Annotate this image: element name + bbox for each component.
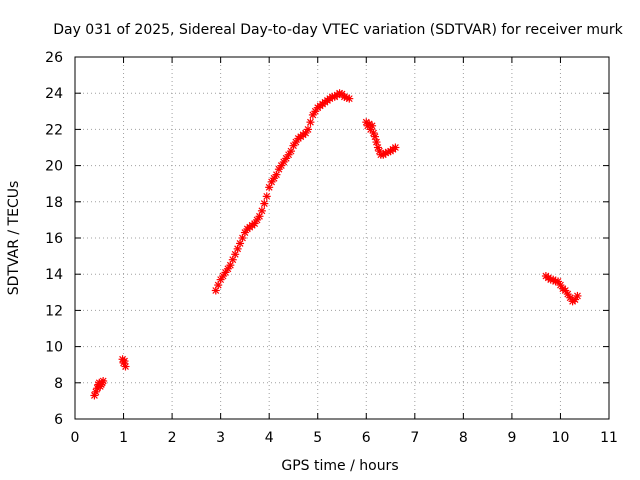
data-point <box>99 376 108 385</box>
data-point <box>371 132 380 141</box>
data-point <box>391 143 400 152</box>
data-point <box>260 199 269 208</box>
data-point <box>257 206 266 215</box>
x-axis-label: GPS time / hours <box>281 458 398 474</box>
y-axis-label: SDTVAR / TECUs <box>6 181 22 296</box>
y-tick-label: 10 <box>45 340 63 356</box>
x-tick-label: 1 <box>119 430 128 446</box>
axis-ticks <box>74 56 610 420</box>
data-point <box>306 118 315 127</box>
y-tick-label: 22 <box>45 122 63 138</box>
grid <box>75 57 609 419</box>
x-tick-label: 0 <box>71 430 80 446</box>
data-point <box>345 94 354 103</box>
data-point <box>120 357 129 366</box>
y-tick-label: 26 <box>45 50 63 66</box>
x-tick-label: 6 <box>362 430 371 446</box>
x-tick-label: 2 <box>168 430 177 446</box>
data-point <box>121 362 130 371</box>
y-tick-label: 12 <box>45 303 63 319</box>
x-tick-label: 11 <box>600 430 618 446</box>
x-tick-label: 3 <box>216 430 225 446</box>
y-tick-label: 6 <box>54 412 63 428</box>
y-tick-label: 16 <box>45 231 63 247</box>
chart-title: Day 031 of 2025, Sidereal Day-to-day VTE… <box>53 22 623 38</box>
x-tick-label: 5 <box>313 430 322 446</box>
y-tick-label: 20 <box>45 159 63 175</box>
data-point <box>368 121 377 130</box>
data-point <box>573 291 582 300</box>
y-tick-label: 18 <box>45 195 63 211</box>
y-tick-label: 14 <box>45 267 63 283</box>
data-series <box>90 89 582 400</box>
data-point <box>304 125 313 134</box>
x-tick-label: 8 <box>459 430 468 446</box>
y-tick-label: 8 <box>54 376 63 392</box>
data-point <box>262 192 271 201</box>
y-tick-label: 24 <box>45 86 63 102</box>
x-tick-label: 10 <box>552 430 570 446</box>
data-point <box>372 138 381 147</box>
x-tick-label: 9 <box>507 430 516 446</box>
x-tick-label: 7 <box>410 430 419 446</box>
x-tick-label: 4 <box>265 430 274 446</box>
